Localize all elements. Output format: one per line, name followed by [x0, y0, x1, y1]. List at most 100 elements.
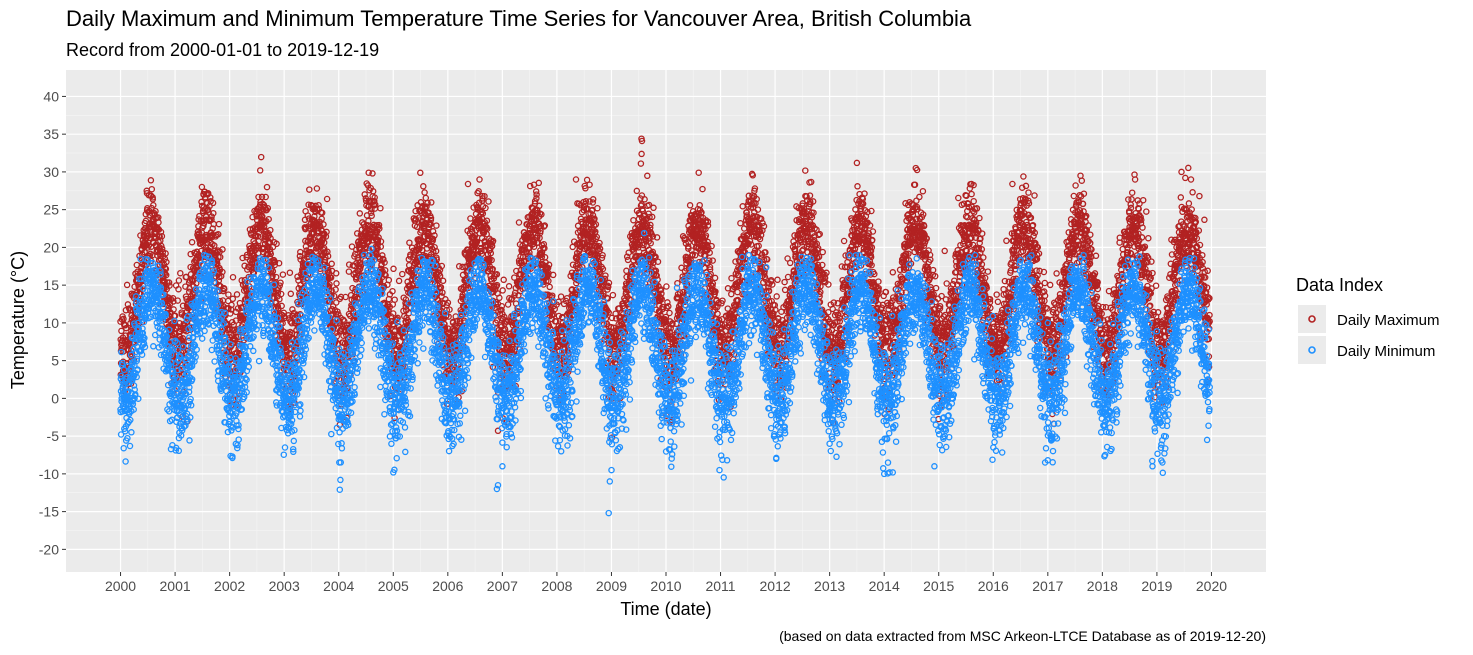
- point-max: [216, 253, 224, 261]
- point-max: [323, 228, 330, 236]
- point-max: [158, 245, 166, 252]
- point-max: [318, 215, 325, 223]
- point-max: [267, 226, 274, 234]
- point-max: [193, 280, 200, 287]
- point-max: [118, 327, 125, 335]
- chart-subtitle: Record from 2000-01-01 to 2019-12-19: [66, 40, 379, 60]
- point-max: [123, 281, 131, 289]
- point-max: [289, 306, 296, 313]
- point-max: [165, 279, 173, 286]
- point-max: [215, 220, 223, 228]
- point-max: [286, 269, 294, 276]
- point-max: [258, 193, 266, 201]
- point-max: [318, 209, 326, 217]
- point-max: [315, 201, 322, 209]
- point-max: [266, 239, 274, 246]
- point-max: [149, 196, 157, 203]
- points-layer: [117, 135, 1213, 517]
- point-max: [273, 240, 280, 248]
- point-max: [174, 297, 181, 304]
- point-max: [163, 258, 170, 266]
- point-max: [262, 193, 269, 201]
- point-max: [158, 232, 166, 240]
- point-max: [269, 268, 277, 275]
- point-max: [265, 215, 272, 223]
- point-max: [150, 201, 157, 209]
- point-max: [228, 301, 235, 309]
- point-max: [141, 248, 148, 256]
- point-max: [296, 311, 304, 318]
- point-max: [219, 246, 226, 253]
- point-max: [188, 238, 196, 246]
- point-max: [134, 268, 141, 275]
- point-max: [324, 252, 332, 260]
- point-max: [210, 209, 217, 217]
- point-max: [137, 232, 144, 239]
- point-max: [324, 248, 331, 256]
- point-max: [304, 212, 312, 219]
- point-max: [183, 273, 190, 281]
- point-max: [320, 221, 327, 228]
- point-max: [323, 195, 331, 203]
- point-max: [243, 254, 250, 261]
- point-max: [175, 277, 183, 284]
- point-max: [255, 238, 262, 245]
- point-max: [177, 269, 184, 277]
- point-max: [229, 295, 237, 303]
- point-max: [305, 201, 312, 208]
- point-max: [158, 242, 165, 250]
- point-max: [185, 337, 192, 345]
- point-max: [234, 305, 242, 312]
- point-max: [272, 273, 280, 281]
- point-max: [214, 231, 222, 238]
- point-max: [198, 198, 205, 206]
- point-max: [279, 271, 287, 278]
- point-max: [267, 235, 274, 242]
- point-max: [175, 285, 182, 293]
- point-max: [233, 291, 241, 298]
- point-max: [170, 306, 177, 313]
- point-max: [152, 207, 159, 215]
- point-max: [232, 333, 240, 340]
- point-max: [278, 302, 285, 310]
- point-max: [321, 256, 329, 264]
- point-max: [147, 177, 155, 184]
- point-max: [147, 192, 155, 200]
- point-max: [239, 254, 246, 262]
- point-max: [229, 273, 237, 281]
- point-max: [263, 183, 271, 191]
- point-max: [327, 274, 335, 281]
- point-max: [170, 298, 177, 305]
- point-max: [208, 213, 215, 220]
- point-max: [201, 206, 208, 213]
- point-max: [287, 290, 295, 298]
- point-max: [306, 186, 313, 193]
- point-max: [277, 290, 285, 298]
- point-max: [257, 153, 265, 161]
- point-max: [249, 213, 256, 221]
- point-max: [267, 250, 275, 258]
- point-max: [162, 250, 169, 257]
- point-max: [270, 257, 278, 264]
- point-max: [320, 239, 328, 246]
- point-max: [122, 306, 130, 314]
- point-max: [204, 206, 212, 213]
- point-max: [155, 219, 162, 226]
- point-max: [219, 268, 226, 276]
- chart-title: Daily Maximum and Minimum Temperature Ti…: [66, 6, 972, 31]
- point-max: [271, 258, 279, 266]
- point-max: [220, 285, 228, 293]
- point-max: [277, 279, 284, 286]
- point-max: [305, 215, 313, 222]
- point-max: [280, 328, 287, 335]
- point-max: [217, 272, 225, 280]
- point-max: [232, 308, 240, 316]
- point-max: [122, 324, 130, 332]
- point-max: [264, 204, 272, 212]
- point-max: [275, 259, 283, 267]
- point-max: [179, 335, 187, 342]
- point-max: [285, 312, 292, 319]
- point-max: [209, 199, 217, 207]
- point-max: [207, 194, 214, 201]
